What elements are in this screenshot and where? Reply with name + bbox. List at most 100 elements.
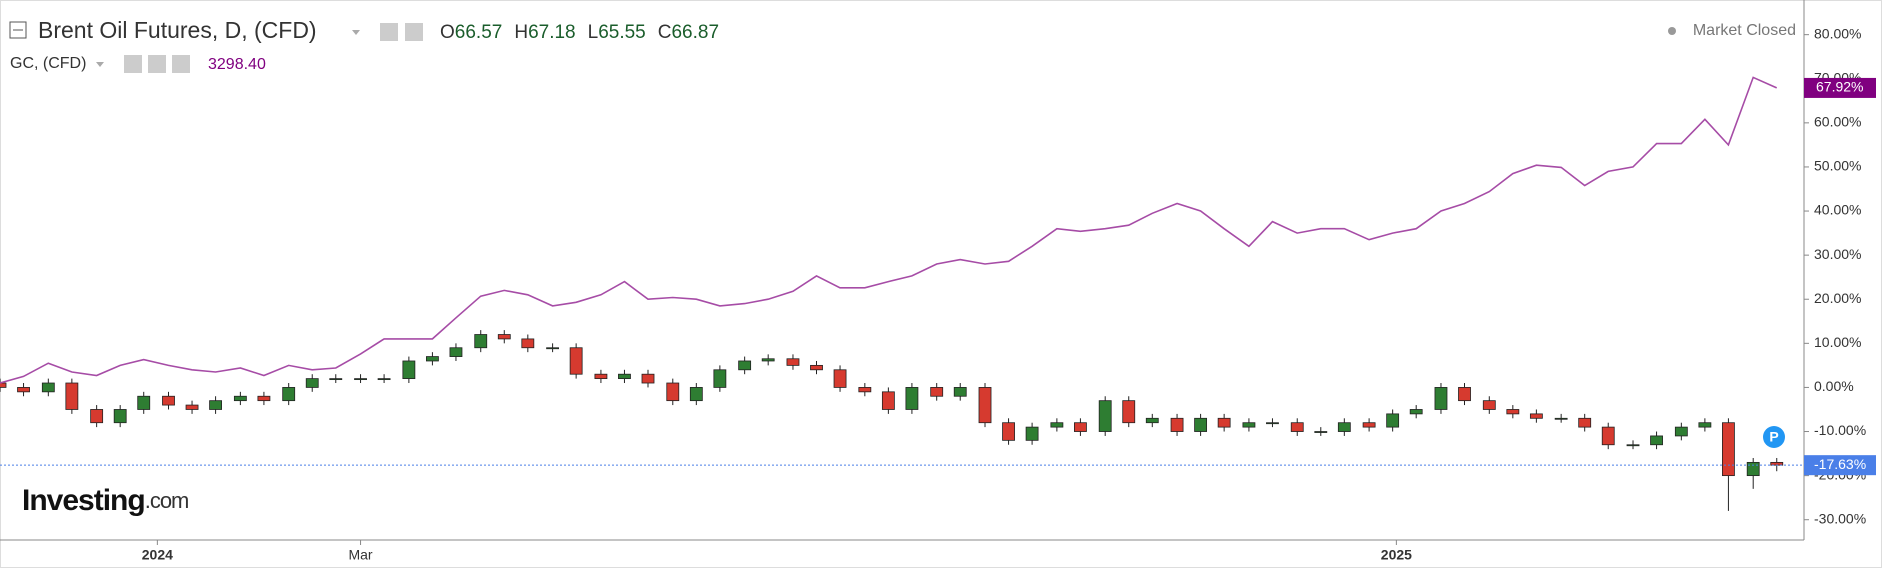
candle-body (209, 400, 223, 410)
p-badge-letter: P (1769, 429, 1778, 445)
candle-body (1409, 409, 1423, 415)
y-tick-label: 0.00% (1814, 378, 1854, 394)
candle-body (185, 404, 199, 410)
y-tick-label: 50.00% (1814, 158, 1861, 174)
brand-name: Investing (22, 484, 145, 517)
ohlc-quote: O66.57 H67.18 L65.55 C66.87 (440, 22, 719, 43)
candle-body (0, 382, 7, 388)
candle-body (1290, 422, 1304, 432)
candle-body (474, 334, 488, 349)
candle-body (113, 409, 127, 424)
candle-body (377, 378, 391, 381)
candle-body (257, 395, 271, 402)
candle-body (641, 373, 655, 384)
candle-body (1025, 426, 1039, 441)
candle-body (1626, 444, 1640, 447)
candle-body (1170, 417, 1184, 432)
plot-area (0, 76, 1804, 511)
eye-icon[interactable] (380, 23, 398, 41)
candle-body (858, 387, 872, 393)
candle-body (1578, 417, 1592, 428)
eye-icon[interactable] (124, 55, 142, 73)
candle-body (162, 395, 175, 406)
candle-body (426, 356, 439, 362)
candle-body (738, 360, 752, 371)
y-tick-label: 20.00% (1814, 290, 1861, 306)
settings-icon[interactable] (148, 55, 166, 73)
candle-body (90, 409, 104, 424)
candle-body (1529, 413, 1543, 419)
y-tick-label: 60.00% (1814, 114, 1861, 130)
quote-value: 67.18 (528, 22, 576, 43)
last-value-label: 67.92% (1816, 79, 1863, 95)
line-series (0, 76, 1778, 384)
candle-body (1242, 422, 1256, 428)
candle-body (930, 387, 944, 397)
candle-body (1098, 400, 1112, 432)
settings-icon[interactable] (405, 23, 423, 41)
quote-label: O (440, 22, 455, 43)
candle-body (1337, 422, 1351, 432)
candle-body (282, 387, 296, 402)
candle-body (1386, 413, 1400, 428)
last-value-box (1804, 77, 1876, 98)
candle-body (521, 338, 535, 349)
y-tick-label: -10.00% (1814, 422, 1866, 438)
candle-body (1122, 400, 1136, 424)
candle-body (41, 382, 55, 393)
candle-body (618, 373, 631, 380)
candle-body (713, 369, 727, 388)
candle-body (1554, 417, 1568, 420)
candle-body (1217, 417, 1231, 428)
quote-value: 65.55 (598, 22, 646, 43)
candle-body (1482, 400, 1496, 410)
candle-body (833, 369, 847, 388)
candle-body (689, 387, 703, 402)
candle-body (953, 387, 967, 397)
market-status: Market Closed (1693, 22, 1796, 39)
candle-body (1458, 387, 1471, 402)
candle-body (329, 378, 343, 381)
candle-body (905, 387, 919, 410)
candle-body (1506, 409, 1520, 415)
y-tick-label: 80.00% (1814, 25, 1861, 41)
dropdown[interactable] (96, 62, 104, 67)
candle-body (1434, 387, 1448, 410)
quote-value: 66.57 (455, 22, 503, 43)
candle-body (497, 334, 511, 340)
dropdown[interactable] (352, 30, 360, 35)
candle-body (786, 358, 800, 366)
remove-icon[interactable] (172, 55, 190, 73)
status-dot (1668, 27, 1676, 35)
candle-body (1050, 422, 1064, 428)
p-badge[interactable] (1763, 426, 1785, 448)
candle-body (546, 347, 560, 350)
y-tick-label: 30.00% (1814, 246, 1861, 262)
candle-body (1650, 435, 1663, 446)
candle-body (761, 358, 775, 362)
quote-label: H (514, 22, 528, 43)
candle-body (881, 391, 895, 410)
candle-body (1722, 422, 1735, 477)
last-value-label: -17.63% (1814, 456, 1866, 472)
candle-body (666, 382, 680, 402)
candle-body (1074, 422, 1087, 432)
x-tick-label: 2025 (1381, 547, 1412, 563)
candle-body (978, 387, 992, 424)
candle-body (1601, 426, 1615, 446)
x-tick-label: Mar (348, 547, 372, 563)
candle-body (594, 373, 608, 380)
candle-body (1194, 417, 1208, 432)
candle-body (810, 364, 823, 371)
candle-body (65, 382, 79, 410)
collapse-icon[interactable] (9, 21, 27, 39)
legend: Brent Oil Futures, D, (CFD) O66.57 H67.18… (9, 17, 719, 73)
candle-body (1266, 422, 1279, 425)
quote-label: L (588, 22, 599, 43)
y-tick-label: 40.00% (1814, 202, 1861, 218)
candle-body (569, 347, 583, 375)
gold-quote: 3298.40 (208, 56, 266, 73)
x-tick-label: 2024 (142, 547, 173, 563)
last-value-box (1804, 455, 1876, 476)
